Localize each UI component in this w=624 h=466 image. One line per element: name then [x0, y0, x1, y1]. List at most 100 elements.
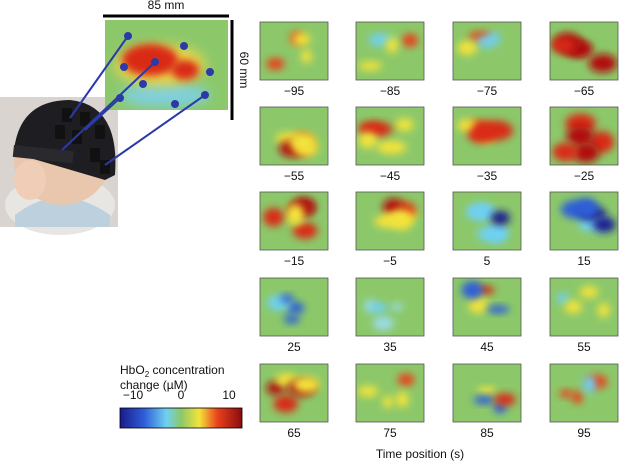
colorbar-tick-label: 0: [178, 388, 185, 402]
heatmap-panel: −75: [452, 21, 522, 98]
blob: [476, 226, 509, 243]
colorbar-tick-label: −10: [123, 388, 144, 402]
panel-border: [549, 191, 619, 251]
blob: [300, 49, 312, 63]
time-label: 15: [577, 254, 591, 268]
panel-border: [355, 191, 425, 251]
time-label: −65: [574, 84, 595, 98]
time-label: 55: [577, 340, 591, 354]
heatmap: [356, 107, 424, 165]
blob: [564, 300, 583, 314]
heatmap: [453, 107, 521, 165]
heatmap: [260, 22, 328, 80]
heatmap-panel: −5: [355, 191, 425, 268]
blob: [397, 373, 415, 386]
blob: [457, 40, 477, 56]
panel-border: [549, 277, 619, 337]
blob: [293, 376, 320, 393]
time-label: 5: [484, 254, 491, 268]
time-label: 95: [577, 426, 591, 440]
blob: [358, 61, 382, 71]
time-label: −55: [284, 169, 305, 183]
blob: [283, 314, 300, 324]
heatmap: [550, 192, 618, 250]
time-label: 65: [287, 426, 301, 440]
heatmap: [260, 278, 328, 336]
heatmap: [550, 107, 618, 165]
blob: [286, 203, 305, 226]
heatmap: [356, 192, 424, 250]
heatmap-panel: 45: [452, 277, 522, 354]
heatmap-panel: −15: [259, 191, 329, 268]
blob: [468, 295, 489, 314]
time-label: −5: [383, 254, 397, 268]
blob: [395, 118, 414, 132]
blob: [571, 391, 583, 404]
blob: [292, 32, 311, 46]
panel-border: [259, 106, 329, 166]
blob: [273, 395, 298, 413]
time-label: 45: [480, 340, 494, 354]
blob: [263, 207, 284, 227]
panel-border: [259, 277, 329, 337]
legend-title-line2: change (µM): [120, 378, 188, 392]
legend-title: HbO2 concentration: [120, 363, 225, 379]
blob: [385, 37, 399, 54]
panel-border: [452, 277, 522, 337]
panel-border: [452, 106, 522, 166]
blob: [493, 393, 516, 406]
heatmap-panel: 5: [452, 191, 522, 268]
heatmap-panel: 15: [549, 191, 619, 268]
heatmap-panel: 55: [549, 277, 619, 354]
blob: [387, 209, 414, 231]
blob: [582, 375, 597, 394]
blob: [566, 125, 595, 146]
blob: [363, 122, 393, 136]
time-label: −15: [284, 254, 305, 268]
blob: [559, 389, 573, 398]
time-label: −95: [284, 84, 305, 98]
panel-border: [259, 191, 329, 251]
blob: [376, 140, 407, 154]
blob: [369, 302, 388, 313]
blob: [486, 305, 510, 314]
heatmap: [260, 364, 328, 422]
time-label: −35: [477, 169, 498, 183]
heatmap: [453, 22, 521, 80]
heatmap: [356, 364, 424, 422]
blob: [391, 302, 403, 311]
blob: [575, 198, 599, 219]
heatmap: [453, 278, 521, 336]
heatmap: [550, 22, 618, 80]
heatmap: [550, 364, 618, 422]
blob: [579, 286, 599, 298]
blob: [556, 292, 569, 304]
heatmap-panel: −65: [549, 21, 619, 98]
panel-border: [355, 277, 425, 337]
blob: [358, 132, 378, 149]
photo: [0, 97, 118, 235]
blob: [395, 391, 409, 408]
x-axis-label: Time position (s): [376, 447, 464, 461]
blob: [572, 142, 600, 163]
panel-border: [259, 21, 329, 81]
time-label: 85: [480, 426, 494, 440]
blob: [588, 54, 618, 73]
blob: [487, 32, 501, 45]
panel-border: [452, 191, 522, 251]
blob: [357, 385, 379, 397]
heatmap-bg: [260, 22, 328, 80]
blob: [551, 37, 575, 53]
time-label: 75: [383, 426, 397, 440]
height-label: 60 mm: [237, 52, 251, 89]
heatmap-panel: −45: [355, 106, 425, 183]
blob: [597, 302, 610, 318]
heatmap-panel: −25: [549, 106, 619, 183]
blob: [382, 395, 394, 408]
panel-border: [549, 21, 619, 81]
panel-border: [355, 106, 425, 166]
heatmap: [550, 278, 618, 336]
blob: [490, 210, 510, 226]
optode-lines: [61, 32, 214, 166]
